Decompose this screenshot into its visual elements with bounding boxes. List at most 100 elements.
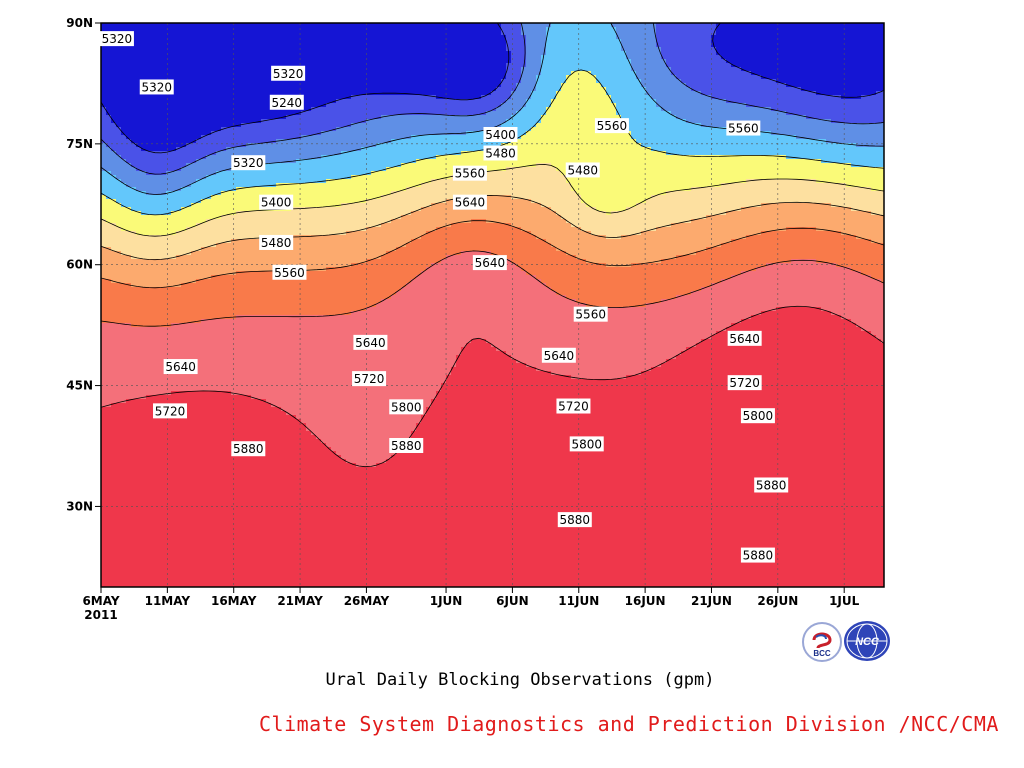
contour-band-cell [271,483,277,488]
contour-band-cell [161,143,167,148]
contour-band-cell [141,143,147,148]
contour-band-cell [146,499,152,504]
contour-band-cell [206,211,212,216]
contour-band-cell [251,43,257,48]
contour-band-cell [206,299,212,304]
contour-band-cell [111,351,117,356]
contour-band-cell [266,327,272,332]
contour-band-cell [241,479,247,484]
contour-band-cell [131,563,137,568]
contour-band-cell [136,127,142,132]
contour-band-cell [166,399,172,404]
contour-band-cell [101,447,107,452]
contour-band-cell [226,203,232,208]
contour-band-cell [226,575,232,580]
contour-band-cell [211,271,217,276]
contour-band-cell [241,423,247,428]
contour-band-cell [121,479,127,484]
contour-band-cell [171,311,177,316]
contour-band-cell [226,295,232,300]
contour-band-cell [151,307,157,312]
contour-band-cell [266,147,272,152]
contour-band-cell [221,447,227,452]
contour-band-cell [116,299,122,304]
contour-band-cell [256,87,262,92]
contour-band-cell [231,59,237,64]
contour-band-cell [171,435,177,440]
contour-band-cell [186,351,192,356]
contour-band-cell [131,415,137,420]
contour-band-cell [156,215,162,220]
contour-band-cell [236,523,242,528]
contour-band-cell [181,375,187,380]
contour-band-cell [176,375,182,380]
contour-band-cell [191,195,197,200]
contour-band-cell [111,387,117,392]
contour-band-cell [211,35,217,40]
contour-band-cell [261,519,267,524]
contour-band-cell [216,287,222,292]
contour-band-cell [151,531,157,536]
contour-band-cell [271,547,277,552]
contour-band-cell [256,531,262,536]
contour-band-cell [161,535,167,540]
contour-band-cell [181,199,187,204]
contour-band-cell [251,359,257,364]
contour-band-cell [206,251,212,256]
contour-band-cell [101,283,107,288]
contour-band-cell [191,147,197,152]
contour-band-cell [256,347,262,352]
contour-band-cell [241,175,247,180]
contour-band-cell [211,403,217,408]
contour-band-cell [206,315,212,320]
contour-band-cell [116,523,122,528]
contour-band-cell [141,563,147,568]
contour-band-cell [161,471,167,476]
contour-band-cell [146,331,152,336]
contour-band-cell [251,555,257,560]
contour-band-cell [196,395,202,400]
contour-band-cell [166,143,172,148]
contour-band-cell [106,231,112,236]
contour-band-cell [166,227,172,232]
contour-band-cell [226,171,232,176]
contour-band-cell [226,195,232,200]
contour-band-cell [111,323,117,328]
contour-band-cell [111,99,117,104]
contour-band-cell [251,423,257,428]
contour-band-cell [191,467,197,472]
contour-band-cell [271,179,277,184]
contour-band-cell [131,387,137,392]
contour-band-cell [136,495,142,500]
contour-band-cell [221,247,227,252]
contour-band-cell [266,299,272,304]
contour-band-cell [136,147,142,152]
contour-band-cell [211,231,217,236]
contour-band-cell [196,63,202,68]
contour-band-cell [251,535,257,540]
contour-band-cell [126,239,132,244]
contour-band-cell [161,27,167,32]
contour-band-cell [256,555,262,560]
contour-band-cell [256,115,262,120]
contour-band-cell [196,367,202,372]
contour-band-cell [211,87,217,92]
contour-band-cell [181,455,187,460]
contour-band-cell [156,51,162,56]
contour-band-cell [231,579,237,584]
contour-band-cell [201,507,207,512]
contour-band-cell [141,427,147,432]
contour-band-cell [176,499,182,504]
contour-band-cell [111,227,117,232]
contour-band-cell [106,303,112,308]
contour-band-cell [176,131,182,136]
contour-band-cell [196,79,202,84]
contour-band-cell [186,535,192,540]
contour-band-cell [201,207,207,212]
contour-band-cell [256,247,262,252]
contour-band-cell [266,163,272,168]
contour-band-cell [121,383,127,388]
contour-band-cell [201,511,207,516]
contour-band-cell [146,227,152,232]
contour-band-cell [101,119,107,124]
